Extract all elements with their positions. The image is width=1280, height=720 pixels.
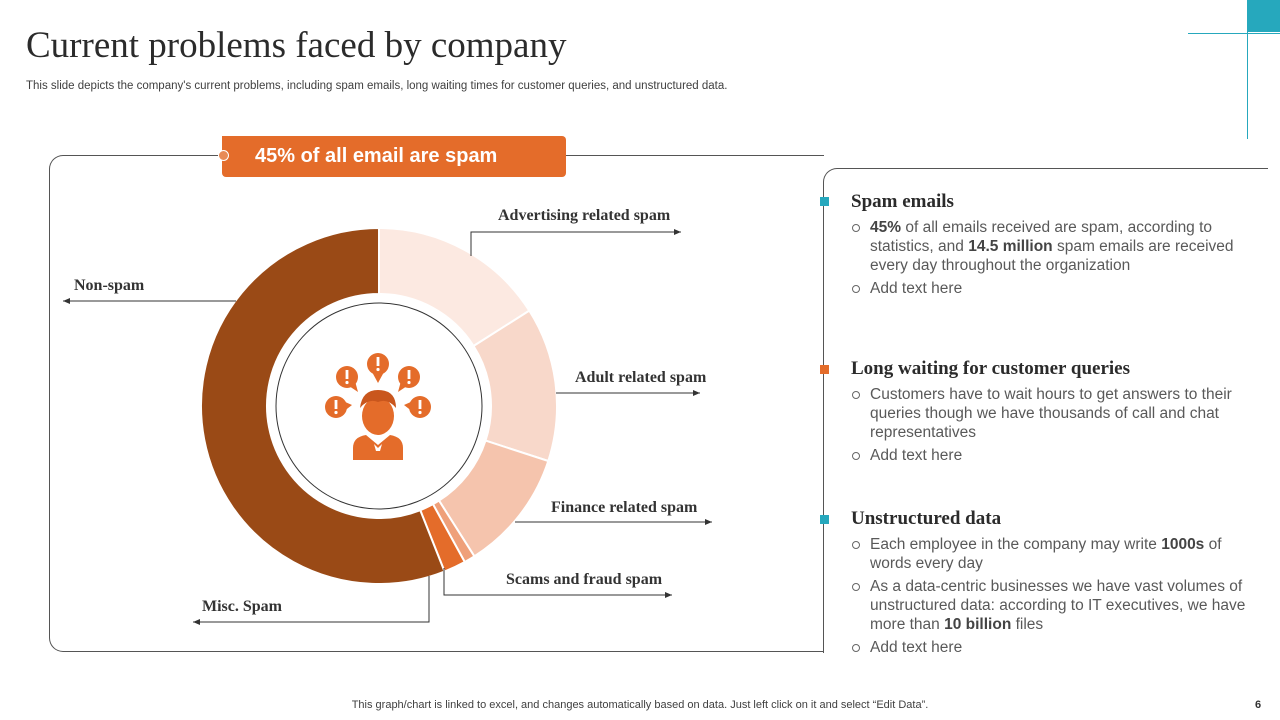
slide-subtitle: This slide depicts the company's current… [26,80,728,92]
section-marker-3 [820,515,829,524]
banner-connector-dot [218,150,229,161]
section-spam-emails: Spam emails 45% of all emails received a… [851,191,1261,302]
slice-label-misc: Misc. Spam [202,598,282,615]
leader-line-scams [443,568,672,598]
details-frame [823,168,1268,653]
bullet-item: Customers have to wait hours to get answ… [851,385,1261,442]
bullet-item: 45% of all emails received are spam, acc… [851,218,1261,275]
section-bullets: 45% of all emails received are spam, acc… [851,218,1261,298]
corner-accent-line [1247,0,1248,139]
bullet-item: As a data-centric businesses we have vas… [851,577,1261,634]
corner-accent-square [1248,0,1280,32]
exclamation-bubble-icon [404,396,431,418]
section-title: Long waiting for customer queries [851,358,1131,379]
section-title: Spam emails [851,191,954,212]
bullet-item: Add text here [851,446,1261,465]
bullet-item: Add text here [851,279,1261,298]
section-bullets: Each employee in the company may write 1… [851,535,1261,657]
slide-title: Current problems faced by company [26,25,567,66]
corner-accent-line [1188,33,1280,34]
slice-label-adult: Adult related spam [575,369,707,386]
section-title: Unstructured data [851,508,1002,529]
donut-slice-non-spam[interactable] [200,226,446,585]
slice-label-advertising: Advertising related spam [498,207,671,224]
footer-note: This graph/chart is linked to excel, and… [351,699,929,711]
section-marker-1 [820,197,829,206]
page-number: 6 [1255,699,1262,711]
slice-label-non-spam: Non-spam [74,277,145,294]
leader-line-advertising [470,229,681,256]
bullet-item: Each employee in the company may write 1… [851,535,1261,573]
slice-label-finance: Finance related spam [551,499,698,516]
bullet-item: Add text here [851,638,1261,657]
exclamation-bubble-icon [325,396,352,418]
exclamation-bubble-icon [367,353,389,383]
slice-label-scams: Scams and fraud spam [506,571,663,588]
confused-person-icon [325,353,431,460]
exclamation-bubble-icon [398,366,420,392]
section-long-waiting: Long waiting for customer queries Custom… [851,358,1261,469]
section-bullets: Customers have to wait hours to get answ… [851,385,1261,465]
spam-share-banner: 45% of all email are spam [222,136,566,177]
section-marker-2 [820,365,829,374]
section-unstructured-data: Unstructured data Each employee in the c… [851,508,1261,661]
exclamation-bubble-icon [336,366,358,392]
leader-line-misc [193,576,430,625]
donut-inner-ring [275,302,483,510]
